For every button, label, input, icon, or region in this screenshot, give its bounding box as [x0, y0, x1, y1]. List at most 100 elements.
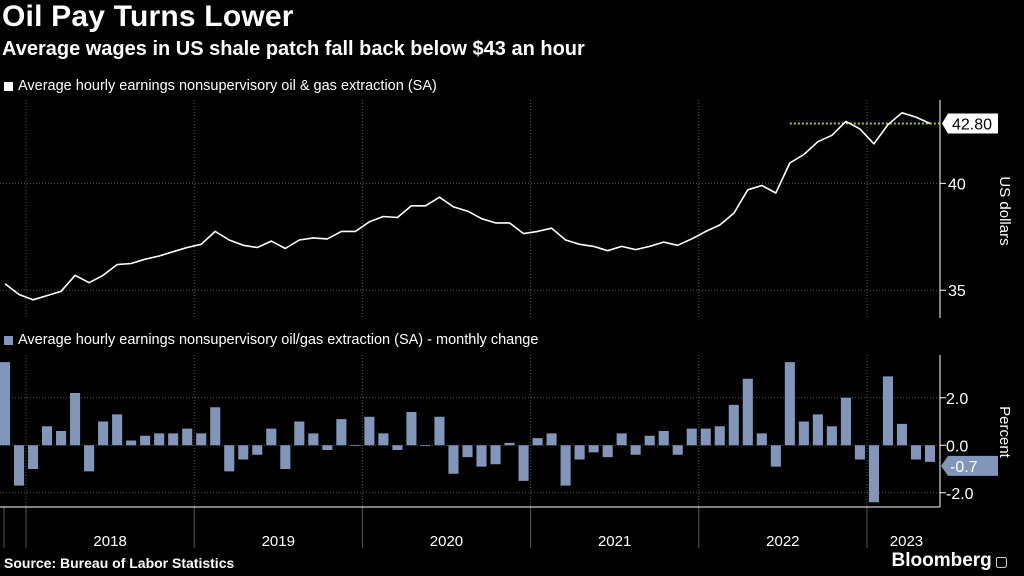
bar-last-value-callout: -0.7 — [941, 455, 998, 476]
bar-y-tick-label: -2.0 — [946, 486, 974, 503]
monthly-change-bar — [42, 426, 53, 446]
monthly-change-bar — [448, 445, 459, 474]
monthly-change-bar — [924, 445, 936, 462]
monthly-change-bar — [784, 362, 795, 446]
monthly-change-bar — [728, 404, 739, 446]
monthly-change-bar — [840, 397, 851, 446]
source-note: Source: Bureau of Labor Statistics — [4, 555, 235, 571]
monthly-change-bar — [644, 435, 655, 446]
x-year-label: 2019 — [262, 533, 295, 550]
monthly-change-bar — [770, 445, 781, 467]
x-year-label: 2022 — [766, 533, 799, 550]
monthly-change-bar — [812, 414, 823, 446]
monthly-change-bar — [238, 445, 249, 460]
chart-subtitle: Average wages in US shale patch fall bac… — [2, 38, 585, 60]
monthly-change-bar — [350, 445, 361, 447]
monthly-change-bar — [532, 438, 543, 446]
monthly-change-bar — [420, 445, 431, 447]
monthly-change-bar — [462, 445, 473, 458]
monthly-change-bar — [560, 445, 571, 486]
monthly-change-bar — [672, 445, 683, 455]
monthly-change-bar — [168, 433, 179, 446]
monthly-change-bar — [13, 445, 25, 486]
bloomberg-logo: Bloomberg ▢ — [891, 550, 1008, 572]
monthly-change-bar — [490, 445, 501, 465]
monthly-change-bar — [140, 435, 151, 446]
monthly-change-bar — [336, 419, 347, 446]
monthly-change-bar — [658, 431, 669, 446]
bar-y-tick-label: 2.0 — [946, 391, 968, 408]
monthly-change-bar — [252, 445, 263, 455]
monthly-change-bar — [98, 421, 109, 446]
monthly-change-bar — [868, 445, 879, 503]
monthly-change-bar — [210, 407, 221, 446]
monthly-change-bar — [364, 416, 375, 446]
monthly-change-bar — [27, 445, 39, 469]
brand-name: Bloomberg — [891, 550, 992, 571]
line-axis-title: US dollars — [996, 176, 1013, 245]
monthly-change-bar — [686, 428, 697, 446]
monthly-change-bar — [546, 433, 557, 446]
bar-legend: Average hourly earnings nonsupervisory o… — [4, 332, 538, 348]
monthly-change-bar — [700, 428, 711, 446]
line-y-tick-label: 40 — [948, 176, 966, 193]
monthly-change-bar — [714, 426, 725, 446]
monthly-change-bar — [0, 362, 11, 446]
bloomberg-terminal-icon: ▢ — [994, 552, 1008, 569]
monthly-change-bar — [378, 433, 389, 446]
x-year-label: 2018 — [93, 533, 126, 550]
monthly-change-bar — [518, 445, 529, 481]
line-legend-swatch — [4, 81, 13, 91]
monthly-change-bar — [70, 393, 81, 446]
x-year-label: 2023 — [890, 533, 923, 550]
monthly-change-bar — [56, 431, 67, 446]
last-value-label: 42.80 — [952, 117, 992, 134]
monthly-change-bar — [896, 423, 908, 446]
monthly-change-bar — [280, 445, 291, 469]
monthly-change-bar — [910, 445, 922, 460]
monthly-change-bar — [112, 414, 123, 446]
monthly-change-bar — [574, 445, 585, 460]
monthly-change-bar — [182, 428, 193, 446]
last-value-box — [942, 113, 998, 134]
line-y-tick-label: 35 — [948, 283, 966, 300]
bar-legend-label: Average hourly earnings nonsupervisory o… — [18, 332, 539, 348]
monthly-change-bar — [602, 445, 613, 458]
monthly-change-bar — [308, 433, 319, 446]
monthly-change-bar — [630, 445, 641, 455]
monthly-change-bar — [266, 428, 277, 446]
monthly-change-bar — [504, 442, 515, 446]
bar-last-value-label: -0.7 — [950, 459, 978, 476]
monthly-change-bar — [196, 433, 207, 446]
monthly-change-bar — [224, 445, 235, 472]
monthly-change-bar — [476, 445, 487, 467]
x-year-label: 2021 — [598, 533, 631, 550]
monthly-change-bar — [798, 421, 809, 446]
bar-axis-title: Percent — [996, 406, 1013, 459]
earnings-line — [4, 112, 931, 301]
line-legend: Average hourly earnings nonsupervisory o… — [4, 78, 437, 94]
chart-title: Oil Pay Turns Lower — [2, 0, 294, 33]
last-value-callout: 42.80 — [942, 113, 998, 134]
monthly-change-bar — [294, 421, 305, 446]
x-year-label: 2020 — [430, 533, 463, 550]
monthly-change-bar — [154, 433, 165, 446]
monthly-change-bar — [406, 412, 417, 446]
monthly-change-bar — [742, 378, 753, 446]
monthly-change-bar — [588, 445, 599, 453]
monthly-change-bar — [756, 433, 767, 446]
monthly-change-bar — [616, 433, 627, 446]
monthly-change-bar — [126, 440, 137, 446]
monthly-change-bar — [392, 445, 403, 450]
monthly-change-bar — [84, 445, 95, 472]
monthly-change-bar — [882, 376, 893, 446]
monthly-change-bar — [434, 416, 445, 446]
monthly-change-bar — [854, 445, 865, 460]
line-legend-label: Average hourly earnings nonsupervisory o… — [18, 78, 437, 94]
monthly-change-bar — [826, 426, 837, 446]
bar-last-value-box — [941, 455, 998, 476]
bar-legend-swatch — [4, 335, 13, 345]
bar-y-tick-label: 0.0 — [946, 438, 968, 455]
monthly-change-bar — [322, 445, 333, 450]
